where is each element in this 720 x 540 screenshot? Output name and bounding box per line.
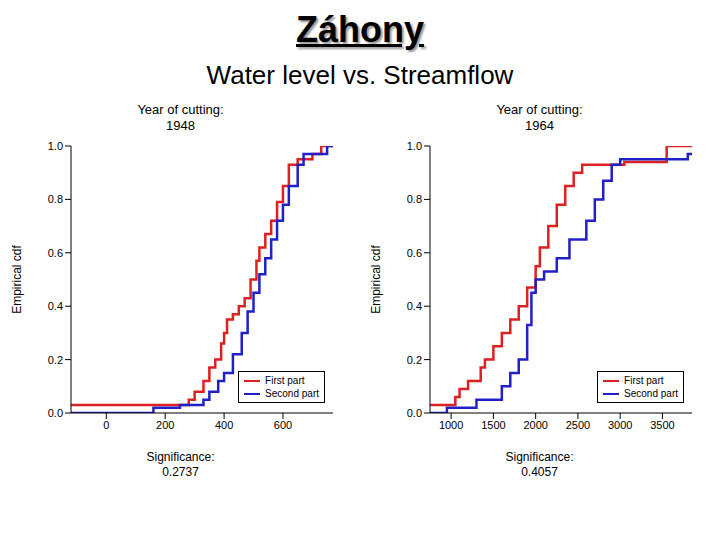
svg-text:0.8: 0.8 — [48, 193, 63, 205]
html-text:First part: First part — [624, 375, 664, 386]
svg-text:200: 200 — [156, 419, 174, 431]
svg-text:3000: 3000 — [608, 419, 632, 431]
svg-text:0: 0 — [103, 419, 109, 431]
svg-text:1000: 1000 — [439, 419, 463, 431]
svg-text:Empirical cdf: Empirical cdf — [369, 244, 383, 313]
svg-text:1500: 1500 — [481, 419, 505, 431]
html-text:Second part: Second part — [265, 388, 319, 399]
html-text:0.4057: 0.4057 — [521, 465, 558, 479]
html-text:Year of cutting:: Year of cutting: — [496, 102, 583, 117]
html-text:Water level vs. Streamflow: Water level vs. Streamflow — [206, 60, 514, 90]
html-text:Záhony: Záhony — [296, 9, 424, 50]
html-text:Second part: Second part — [624, 388, 678, 399]
html-text:Significance:: Significance: — [146, 450, 215, 464]
html-text:0.2737: 0.2737 — [162, 465, 199, 479]
svg-text:0.2: 0.2 — [48, 354, 63, 366]
svg-text:0.6: 0.6 — [48, 247, 63, 259]
svg-text:2000: 2000 — [523, 419, 547, 431]
svg-text:1.0: 1.0 — [48, 140, 63, 152]
svg-text:2500: 2500 — [566, 419, 590, 431]
svg-text:0.0: 0.0 — [48, 407, 63, 419]
html-text:Year of cutting:: Year of cutting: — [137, 102, 224, 117]
html-text:1964: 1964 — [525, 118, 554, 133]
html-text:1948: 1948 — [166, 118, 195, 133]
svg-text:3500: 3500 — [650, 419, 674, 431]
svg-text:0.8: 0.8 — [407, 193, 422, 205]
svg-text:0.0: 0.0 — [407, 407, 422, 419]
svg-text:600: 600 — [274, 419, 292, 431]
svg-text:1.0: 1.0 — [407, 140, 422, 152]
html-text:First part: First part — [265, 375, 305, 386]
svg-text:0.4: 0.4 — [407, 300, 422, 312]
svg-text:0.2: 0.2 — [407, 354, 422, 366]
svg-text:0.4: 0.4 — [48, 300, 63, 312]
svg-text:Empirical cdf: Empirical cdf — [10, 244, 24, 313]
svg-text:0.6: 0.6 — [407, 247, 422, 259]
svg-text:400: 400 — [215, 419, 233, 431]
html-text:Significance:: Significance: — [505, 450, 574, 464]
